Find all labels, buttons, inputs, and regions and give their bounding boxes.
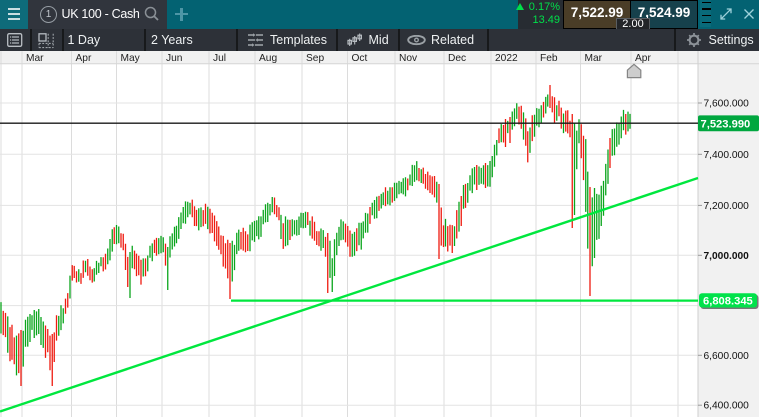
svg-text:2022: 2022 (495, 53, 518, 64)
svg-text:Aug: Aug (259, 53, 277, 64)
svg-text:7,600.000: 7,600.000 (704, 99, 750, 110)
svg-text:7,400.000: 7,400.000 (704, 150, 750, 161)
svg-text:Sep: Sep (306, 53, 324, 64)
svg-text:Apr: Apr (635, 53, 651, 64)
svg-text:Nov: Nov (399, 53, 418, 64)
svg-text:Mar: Mar (585, 53, 603, 64)
svg-text:Feb: Feb (540, 53, 558, 64)
svg-text:7,523.990: 7,523.990 (701, 119, 751, 131)
svg-text:Apr: Apr (76, 53, 92, 64)
svg-text:Oct: Oct (352, 53, 368, 64)
svg-text:6,400.000: 6,400.000 (704, 401, 750, 412)
svg-text:6,808.345: 6,808.345 (703, 295, 753, 307)
svg-text:May: May (121, 53, 141, 64)
svg-text:Jun: Jun (166, 53, 182, 64)
svg-text:Mar: Mar (26, 53, 44, 64)
svg-text:Jul: Jul (213, 53, 226, 64)
svg-text:7,000.000: 7,000.000 (704, 251, 750, 262)
svg-text:7,200.000: 7,200.000 (704, 201, 750, 212)
svg-text:Dec: Dec (448, 53, 466, 64)
svg-text:6,600.000: 6,600.000 (704, 351, 750, 362)
